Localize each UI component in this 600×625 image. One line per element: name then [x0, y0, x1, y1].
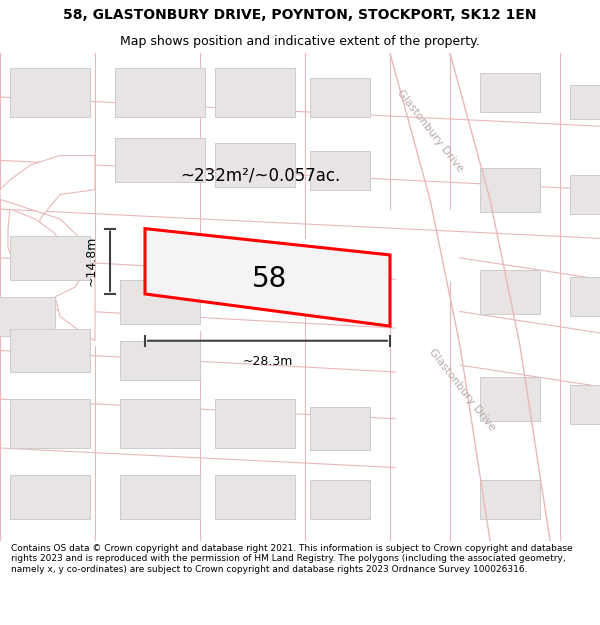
Polygon shape: [215, 475, 295, 519]
Polygon shape: [570, 85, 600, 119]
Polygon shape: [0, 156, 95, 341]
Polygon shape: [10, 399, 90, 448]
Polygon shape: [145, 229, 390, 326]
Text: 58: 58: [253, 266, 287, 293]
Text: Glastonbury Drive: Glastonbury Drive: [427, 346, 497, 432]
Polygon shape: [310, 480, 370, 519]
Polygon shape: [310, 151, 370, 189]
Polygon shape: [215, 399, 295, 448]
Text: 58, GLASTONBURY DRIVE, POYNTON, STOCKPORT, SK12 1EN: 58, GLASTONBURY DRIVE, POYNTON, STOCKPOR…: [63, 8, 537, 22]
Polygon shape: [115, 68, 205, 116]
Polygon shape: [120, 399, 200, 448]
Text: ~232m²/~0.057ac.: ~232m²/~0.057ac.: [180, 166, 340, 184]
Polygon shape: [10, 236, 90, 280]
Polygon shape: [10, 475, 90, 519]
Polygon shape: [0, 297, 55, 336]
Polygon shape: [480, 72, 540, 112]
Text: ~28.3m: ~28.3m: [242, 356, 293, 368]
Polygon shape: [570, 278, 600, 316]
Polygon shape: [480, 480, 540, 519]
Polygon shape: [215, 143, 295, 188]
Polygon shape: [120, 280, 200, 324]
Text: Map shows position and indicative extent of the property.: Map shows position and indicative extent…: [120, 35, 480, 48]
Polygon shape: [120, 341, 200, 380]
Polygon shape: [8, 209, 65, 279]
Text: Contains OS data © Crown copyright and database right 2021. This information is : Contains OS data © Crown copyright and d…: [11, 544, 572, 574]
Polygon shape: [310, 78, 370, 116]
Polygon shape: [120, 475, 200, 519]
Polygon shape: [570, 384, 600, 424]
Polygon shape: [310, 406, 370, 451]
Polygon shape: [480, 270, 540, 314]
Text: ~14.8m: ~14.8m: [85, 236, 98, 286]
Polygon shape: [390, 53, 550, 541]
Polygon shape: [10, 68, 90, 116]
Polygon shape: [115, 138, 205, 182]
Polygon shape: [570, 175, 600, 214]
Polygon shape: [10, 329, 90, 372]
Polygon shape: [480, 378, 540, 421]
Polygon shape: [480, 168, 540, 211]
Polygon shape: [215, 68, 295, 116]
Text: Glastonbury Drive: Glastonbury Drive: [395, 88, 465, 174]
